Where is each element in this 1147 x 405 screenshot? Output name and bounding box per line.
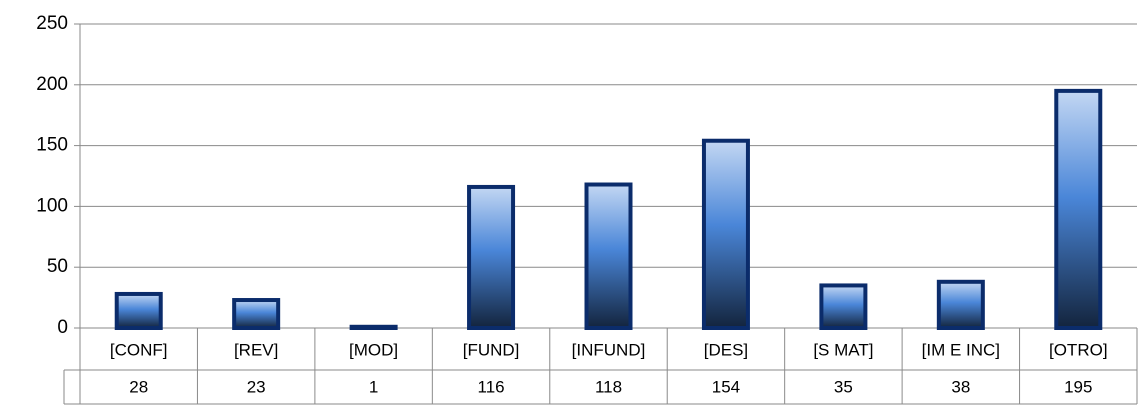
bar [349,324,398,330]
x-tick-label: [S MAT] [813,340,873,359]
x-tick-label: [DES] [704,340,748,359]
y-tick-label: 150 [36,135,68,156]
x-tick-label: [REV] [234,340,278,359]
y-tick-label: 200 [36,74,68,95]
bar [819,283,868,331]
table-value: 195 [1064,377,1092,396]
y-tick-label: 0 [57,317,68,338]
bar [584,182,633,330]
y-tick-label: 100 [36,195,68,216]
table-value: 35 [834,377,853,396]
table-value: 1 [369,377,378,396]
x-tick-label: [CONF] [110,340,168,359]
y-tick-label: 50 [47,256,68,277]
x-tick-label: [IM E INC] [922,340,1000,359]
bar [232,298,281,331]
x-tick-label: [FUND] [463,340,520,359]
table-value: 116 [478,377,505,396]
y-tick-label: 250 [36,13,68,34]
table-value: 23 [247,377,266,396]
bar [936,279,985,330]
x-tick-label: [INFUND] [572,340,646,359]
x-tick-label: [MOD] [349,340,398,359]
table-value: 38 [951,377,970,396]
x-tick-label: [OTRO] [1049,340,1108,359]
bar [114,291,163,330]
table-value: 118 [595,377,622,396]
table-value: 154 [712,377,740,396]
bar [701,138,750,330]
bar [467,184,516,330]
bar [1054,88,1103,330]
table-value: 28 [129,377,148,396]
